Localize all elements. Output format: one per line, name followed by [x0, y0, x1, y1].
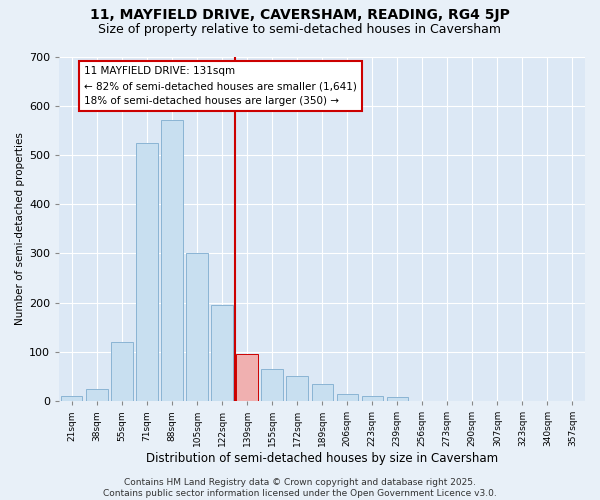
Bar: [187, 254, 208, 401]
Text: 11, MAYFIELD DRIVE, CAVERSHAM, READING, RG4 5JP: 11, MAYFIELD DRIVE, CAVERSHAM, READING, …: [90, 8, 510, 22]
Bar: [386, 397, 408, 401]
Bar: [111, 342, 133, 401]
Bar: [286, 376, 308, 401]
Bar: [236, 354, 258, 401]
Text: 11 MAYFIELD DRIVE: 131sqm
← 82% of semi-detached houses are smaller (1,641)
18% : 11 MAYFIELD DRIVE: 131sqm ← 82% of semi-…: [85, 66, 357, 106]
Bar: [311, 384, 333, 401]
Text: Size of property relative to semi-detached houses in Caversham: Size of property relative to semi-detach…: [98, 22, 502, 36]
Bar: [61, 396, 82, 401]
X-axis label: Distribution of semi-detached houses by size in Caversham: Distribution of semi-detached houses by …: [146, 452, 498, 465]
Bar: [136, 142, 158, 401]
Y-axis label: Number of semi-detached properties: Number of semi-detached properties: [15, 132, 25, 325]
Bar: [211, 305, 233, 401]
Bar: [86, 388, 107, 401]
Bar: [337, 394, 358, 401]
Bar: [161, 120, 182, 401]
Bar: [262, 369, 283, 401]
Text: Contains HM Land Registry data © Crown copyright and database right 2025.
Contai: Contains HM Land Registry data © Crown c…: [103, 478, 497, 498]
Bar: [362, 396, 383, 401]
